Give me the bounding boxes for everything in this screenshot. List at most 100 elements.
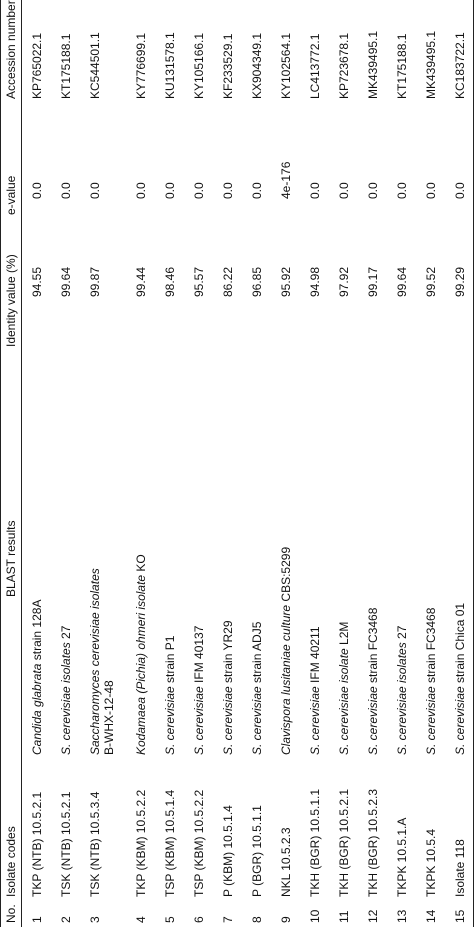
blast-text: S. cerevisiae <box>424 686 438 755</box>
blast-cell: Kodamaea (Pichia) ohmeri isolate KO <box>134 554 148 755</box>
blast-text: Candida glabrata <box>30 663 44 755</box>
evalue-cell: 0.0 <box>221 182 235 199</box>
blast-text: strain 128A <box>30 599 44 664</box>
evalue-cell: 0.0 <box>308 182 322 199</box>
accession-cell: KP723678.1 <box>337 32 351 99</box>
blast-cell: Saccharomyces cerevisiae isolates B-WHX-1… <box>88 568 116 755</box>
evalue-cell: 4e-176 <box>279 161 293 199</box>
no-cell: 4 <box>134 916 148 923</box>
evalue-cell: 0.0 <box>30 182 44 199</box>
identity-cell: 95.92 <box>279 266 293 297</box>
accession-cell: KU131578.1 <box>163 32 177 99</box>
isolate-cell: TSK (NTB) 10.5.3.4 <box>88 791 102 897</box>
blast-cell: S. cerevisiae strain YR29 <box>221 620 235 755</box>
header-cell: e-value <box>4 175 18 215</box>
isolate-cell: P (KBM) 10.5.1.4 <box>221 805 235 897</box>
blast-text: B-WHX-12-48 <box>102 680 116 755</box>
isolate-cell: Isolate 118 <box>453 839 467 897</box>
isolate-cell: TKP (NTB) 10.5.2.1 <box>30 791 44 897</box>
no-cell: 14 <box>424 909 438 923</box>
blast-cell: S. cerevisiae IFM 40211 <box>308 626 322 755</box>
no-cell: 11 <box>337 910 351 923</box>
blast-cell: S. cerevisiae IFM 40137 <box>192 626 206 755</box>
accession-cell: KT175188.1 <box>395 33 409 99</box>
evalue-cell: 0.0 <box>59 182 73 199</box>
blast-cell: S. cerevisiae isolate L2M <box>337 622 351 755</box>
no-cell: 13 <box>395 909 409 923</box>
evalue-cell: 0.0 <box>337 182 351 199</box>
blast-text: S. cerevisiae isolate <box>337 648 351 755</box>
isolate-cell: TSK (NTB) 10.5.2.1 <box>59 791 73 897</box>
no-cell: 10 <box>308 909 322 923</box>
header-cell: Identity value (%) <box>4 254 18 347</box>
blast-text: 27 <box>59 625 73 643</box>
isolate-cell: TSP (KBM) 10.5.2.2 <box>192 789 206 897</box>
table-row: 2 TSK (NTB) 10.5.2.1 99.64 0.0 KT175188.1 S. … <box>51 0 80 927</box>
blast-text: Clavispora lusitaniae culture <box>279 604 293 755</box>
blast-text: S. cerevisiae isolates <box>59 642 73 755</box>
identity-cell: 96.85 <box>250 266 264 297</box>
table-row: 8 P (BGR) 10.5.1.1 96.85 0.0 KX904349.1 S. ce… <box>242 0 271 927</box>
evalue-cell: 0.0 <box>453 182 467 199</box>
accession-cell: KY102564.1 <box>279 32 293 99</box>
evalue-cell: 0.0 <box>366 182 380 199</box>
isolate-cell: TSP (KBM) 10.5.1.4 <box>163 789 177 897</box>
isolate-cell: TKPK 10.5.4 <box>424 828 438 897</box>
blast-text: S. cerevisiae isolates <box>395 642 409 755</box>
isolate-cell: TKP (KBM) 10.5.2.2 <box>134 789 148 897</box>
blast-text: strain FC3468 <box>366 607 380 687</box>
blast-text: IFM 40211 <box>308 626 322 687</box>
blast-text: L2M <box>337 621 351 649</box>
isolate-cell: P (BGR) 10.5.1.1 <box>250 805 264 897</box>
blast-text: KO <box>134 554 148 575</box>
accession-cell: KX904349.1 <box>250 32 264 99</box>
no-cell: 12 <box>366 909 380 923</box>
identity-cell: 99.64 <box>395 266 409 297</box>
accession-cell: KY105166.1 <box>192 32 206 99</box>
accession-cell: KP765022.1 <box>30 32 44 99</box>
table-row: 14 TKPK 10.5.4 99.52 0.0 MK439495.1 S. cerevi… <box>416 0 445 927</box>
blast-text: S. cerevisiae <box>453 686 467 755</box>
accession-cell: KC183722.1 <box>453 32 467 99</box>
no-cell: 15 <box>453 909 467 923</box>
identity-cell: 99.44 <box>134 266 148 297</box>
table-row: 10 TKH (BGR) 10.5.1.1 94.98 0.0 LC413772.1 S.… <box>300 0 329 927</box>
identity-cell: 98.46 <box>163 266 177 297</box>
table-row: 12 TKH (BGR) 10.5.2.3 99.17 0.0 MK439495.1 S.… <box>358 0 387 927</box>
identity-cell: 94.98 <box>308 266 322 297</box>
accession-cell: KY776699.1 <box>134 32 148 99</box>
identity-cell: 86.22 <box>221 266 235 297</box>
no-cell: 1 <box>30 916 44 923</box>
no-cell: 6 <box>192 916 206 923</box>
blast-text: IFM 40137 <box>192 625 206 687</box>
blast-text: S. cerevisiae <box>221 686 235 755</box>
table-row: 6 TSP (KBM) 10.5.2.2 95.57 0.0 KY105166.1 S. … <box>184 0 213 927</box>
blast-cell: S. cerevisiae isolates 27 <box>395 626 409 755</box>
header-cell: Accession number <box>4 0 18 99</box>
table-row: 13 TKPK 10.5.1.A 99.64 0.0 KT175188.1 S. cere… <box>387 0 416 927</box>
accession-cell: KF233529.1 <box>221 33 235 99</box>
identity-cell: 99.52 <box>424 266 438 297</box>
blast-text: Kodamaea (Pichia) ohmeri isolate <box>134 574 148 755</box>
isolate-cell: TKH (BGR) 10.5.2.1 <box>337 788 351 897</box>
accession-cell: KT175188.1 <box>59 33 73 99</box>
no-cell: 5 <box>163 916 177 923</box>
blast-cell: S. cerevisiae strain Chica 01 <box>453 603 467 755</box>
no-cell: 7 <box>221 916 235 923</box>
identity-cell: 99.17 <box>366 266 380 297</box>
blast-text: S. cerevisiae <box>250 686 264 755</box>
blast-text: S. cerevisiae <box>366 686 380 755</box>
table-row: 9 NKL 10.5.2.3 95.92 4e-176 KY102564.1 Clavis… <box>271 0 300 927</box>
blast-cell: S. cerevisiae strain P1 <box>163 636 177 755</box>
identity-cell: 94.55 <box>30 266 44 297</box>
table-row: 7 P (KBM) 10.5.1.4 86.22 0.0 KF233529.1 S. ce… <box>213 0 242 927</box>
accession-cell: KC544501.1 <box>88 32 102 99</box>
table-row: 1 TKP (NTB) 10.5.2.1 94.55 0.0 KP765022.1 Can… <box>22 0 51 927</box>
blast-cell: S. cerevisiae isolates 27 <box>59 626 73 755</box>
blast-text: strain FC3468 <box>424 607 438 687</box>
blast-text: strain P1 <box>163 635 177 687</box>
blast-cell: S. cerevisiae strain FC3468 <box>366 608 380 755</box>
blast-text: 27 <box>395 625 409 643</box>
